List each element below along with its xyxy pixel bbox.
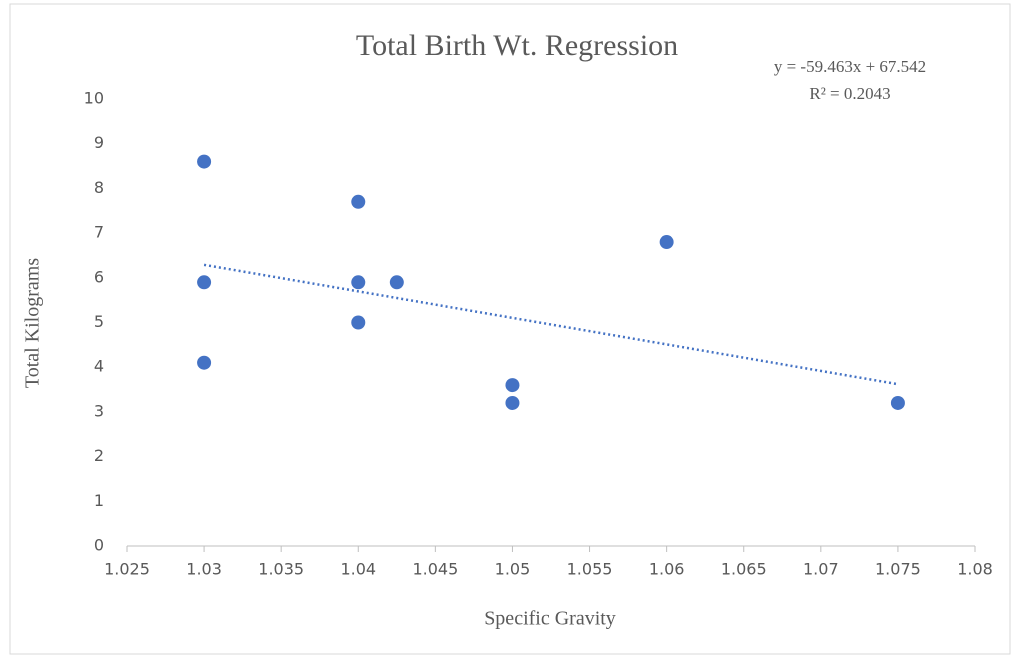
point — [197, 154, 212, 169]
x-tick-label: 1.03 — [186, 560, 222, 579]
chart-border — [9, 3, 1011, 655]
y-tick-label: 4 — [94, 357, 104, 376]
x-tick-label: 1.055 — [567, 560, 613, 579]
point — [351, 194, 366, 209]
x-tick-label: 1.065 — [721, 560, 767, 579]
y-tick-label: 5 — [94, 312, 104, 331]
x-tick-label: 1.075 — [875, 560, 921, 579]
x-tick-label: 1.045 — [412, 560, 458, 579]
x-tick-label: 1.04 — [340, 560, 376, 579]
r-squared: R² = 0.2043 — [809, 84, 890, 103]
point — [890, 395, 905, 410]
y-tick-label: 8 — [94, 178, 104, 197]
point — [197, 275, 212, 290]
point — [659, 235, 674, 250]
point — [351, 275, 366, 290]
point — [505, 395, 520, 410]
y-tick-label: 1 — [94, 491, 104, 510]
x-tick-label: 1.035 — [258, 560, 304, 579]
trend-equation: y = -59.463x + 67.542 — [774, 57, 926, 76]
y-tick-label: 10 — [84, 89, 104, 108]
y-tick-label: 7 — [94, 223, 104, 242]
y-tick-label: 3 — [94, 401, 104, 420]
x-tick-label: 1.07 — [803, 560, 839, 579]
y-tick-label: 2 — [94, 446, 104, 465]
point — [351, 315, 366, 330]
trendline — [203, 263, 899, 386]
point — [505, 378, 520, 393]
y-axis-title: Total Kilograms — [22, 258, 44, 388]
x-tick-label: 1.06 — [649, 560, 685, 579]
point — [389, 275, 404, 290]
x-tick-label: 1.08 — [957, 560, 993, 579]
x-tick-label: 1.05 — [495, 560, 531, 579]
y-tick-label: 9 — [94, 133, 104, 152]
y-tick-label: 0 — [94, 536, 104, 555]
chart-title: Total Birth Wt. Regression — [356, 29, 678, 62]
x-tick-label: 1.025 — [104, 560, 150, 579]
y-tick-label: 6 — [94, 267, 104, 286]
point — [197, 355, 212, 370]
x-axis-title: Specific Gravity — [484, 608, 616, 630]
